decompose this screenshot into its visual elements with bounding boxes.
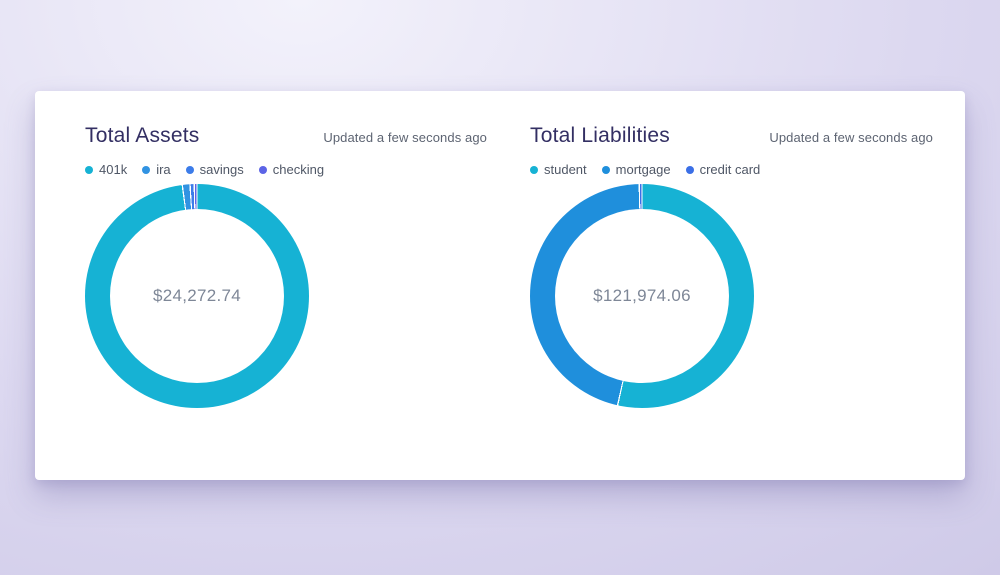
donut-center-value: $24,272.74 — [152, 286, 242, 305]
legend-dot-icon — [185, 165, 194, 174]
legend-label: savings — [199, 162, 244, 177]
donut-hole: $24,272.74 — [110, 209, 284, 383]
legend-label: 401k — [99, 162, 128, 177]
legend: student mortgage credit card — [530, 162, 933, 177]
donut-ring[interactable]: $121,974.06 — [530, 184, 754, 408]
legend: 401k ira savings checking — [85, 162, 487, 177]
donut-ring[interactable]: $24,272.74 — [85, 184, 309, 408]
legend-item-credit-card[interactable]: credit card — [685, 162, 761, 177]
total-assets-panel: Total Assets Updated a few seconds ago 4… — [85, 123, 487, 480]
legend-dot-icon — [85, 165, 93, 174]
donut-chart: $121,974.06 — [530, 184, 933, 408]
legend-dot-icon — [142, 165, 151, 174]
updated-status: Updated a few seconds ago — [323, 130, 487, 145]
legend-label: credit card — [699, 162, 761, 177]
legend-dot-icon — [258, 165, 267, 174]
panel-title: Total Assets — [85, 124, 200, 147]
updated-status: Updated a few seconds ago — [769, 130, 933, 145]
panel-header: Total Liabilities Updated a few seconds … — [530, 123, 933, 149]
total-liabilities-panel: Total Liabilities Updated a few seconds … — [530, 123, 933, 480]
legend-item-savings[interactable]: savings — [185, 162, 244, 177]
legend-item-checking[interactable]: checking — [258, 162, 325, 177]
donut-chart: $24,272.74 — [85, 184, 487, 408]
legend-item-mortgage[interactable]: mortgage — [601, 162, 671, 177]
dashboard-card: Total Assets Updated a few seconds ago 4… — [35, 91, 965, 480]
panel-title: Total Liabilities — [530, 124, 670, 147]
legend-label: ira — [156, 162, 171, 177]
legend-label: student — [544, 162, 587, 177]
panel-header: Total Assets Updated a few seconds ago — [85, 123, 487, 149]
legend-label: mortgage — [615, 162, 671, 177]
legend-dot-icon — [685, 165, 694, 174]
legend-item-ira[interactable]: ira — [142, 162, 171, 177]
legend-dot-icon — [530, 165, 538, 174]
donut-center-value: $121,974.06 — [593, 286, 691, 305]
legend-label: checking — [272, 162, 325, 177]
legend-item-401k[interactable]: 401k — [85, 162, 127, 177]
legend-item-student[interactable]: student — [530, 162, 587, 177]
donut-hole: $121,974.06 — [555, 209, 729, 383]
legend-dot-icon — [601, 165, 610, 174]
